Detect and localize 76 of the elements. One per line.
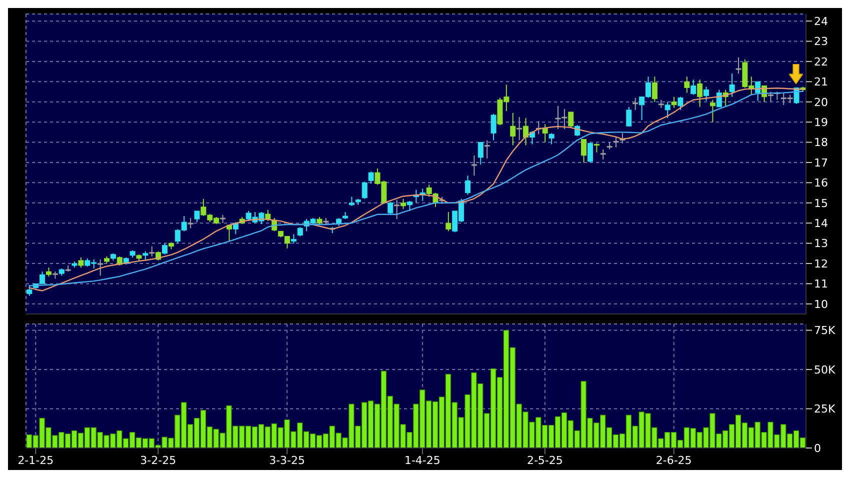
- y-tick-label: 18: [814, 136, 828, 150]
- candlestick: [671, 96, 677, 108]
- candlestick: [478, 142, 484, 166]
- y-tick-label: 12: [814, 257, 828, 270]
- candlestick: [581, 138, 587, 163]
- y-tick-label: 23: [814, 35, 828, 48]
- candlestick: [406, 200, 412, 212]
- candlestick: [587, 142, 593, 163]
- candlestick: [98, 258, 104, 276]
- candlestick: [736, 56, 742, 74]
- candlestick: [684, 76, 690, 94]
- candlestick: [188, 218, 194, 229]
- candlestick: [149, 246, 155, 257]
- x-tick-label: 2-1-25: [18, 454, 54, 467]
- candlestick: [542, 124, 548, 143]
- candlestick: [697, 79, 703, 108]
- candlestick: [388, 201, 394, 214]
- candlestick: [510, 112, 516, 146]
- candlestick: [471, 154, 477, 176]
- candlestick: [568, 111, 574, 128]
- candlestick: [768, 91, 774, 102]
- candlestick: [548, 132, 554, 145]
- x-tick-label: 3-3-25: [269, 454, 306, 467]
- x-tick-label: 1-4-25: [404, 454, 440, 467]
- x-tick-label: 2-6-25: [656, 454, 692, 467]
- candlestick: [162, 242, 168, 255]
- candlestick: [142, 250, 148, 261]
- y-tick-label: 11: [814, 278, 828, 291]
- candlestick: [46, 267, 52, 278]
- candlestick: [490, 114, 496, 141]
- candlestick: [400, 198, 406, 210]
- candlestick: [516, 116, 522, 141]
- y-tick-label: 10: [814, 298, 828, 311]
- y-tick-label: 22: [814, 55, 828, 68]
- y-tick-label: 25K: [814, 402, 836, 416]
- y-tick-label: 24: [814, 14, 828, 28]
- candlestick: [626, 106, 632, 127]
- x-tick-label: 2-5-25: [526, 454, 563, 467]
- candlestick: [613, 136, 619, 148]
- candlestick: [78, 256, 84, 268]
- y-tick-label: 21: [814, 76, 828, 89]
- candlestick: [194, 210, 200, 223]
- y-tick-label: 16: [814, 176, 828, 190]
- candlestick: [523, 118, 529, 146]
- candlestick: [652, 76, 658, 102]
- candlestick: [348, 196, 354, 206]
- y-tick-label: 0: [814, 442, 821, 455]
- candlestick: [664, 101, 670, 119]
- candlestick: [729, 73, 735, 98]
- y-tick-label: 75K: [814, 324, 836, 338]
- candlestick: [690, 79, 696, 96]
- y-tick-label: 50K: [814, 363, 836, 376]
- candlestick: [704, 86, 710, 102]
- candlestick: [26, 285, 32, 296]
- candlestick: [716, 89, 722, 108]
- candlestick: [362, 181, 368, 200]
- candlestick: [297, 226, 303, 237]
- candlestick: [368, 171, 374, 184]
- y-tick-label: 13: [814, 237, 828, 250]
- y-tick-label: 15: [814, 196, 828, 210]
- candlestick: [394, 199, 400, 220]
- candlestick: [600, 148, 606, 160]
- y-tick-label: 19: [814, 116, 828, 129]
- candlestick: [465, 175, 470, 196]
- y-tick-label: 14: [814, 216, 828, 230]
- candlestick: [594, 142, 600, 153]
- x-tick-label: 3-2-25: [140, 454, 176, 467]
- candlestick: [265, 209, 271, 222]
- candlestick: [290, 234, 296, 244]
- y-tick-label: 20: [814, 96, 828, 109]
- candlestick: [678, 96, 684, 110]
- candlestick: [446, 211, 452, 232]
- y-tick-label: 17: [814, 156, 828, 170]
- candlestick: [632, 97, 638, 110]
- candlestick: [484, 140, 490, 159]
- candlestick: [710, 99, 716, 123]
